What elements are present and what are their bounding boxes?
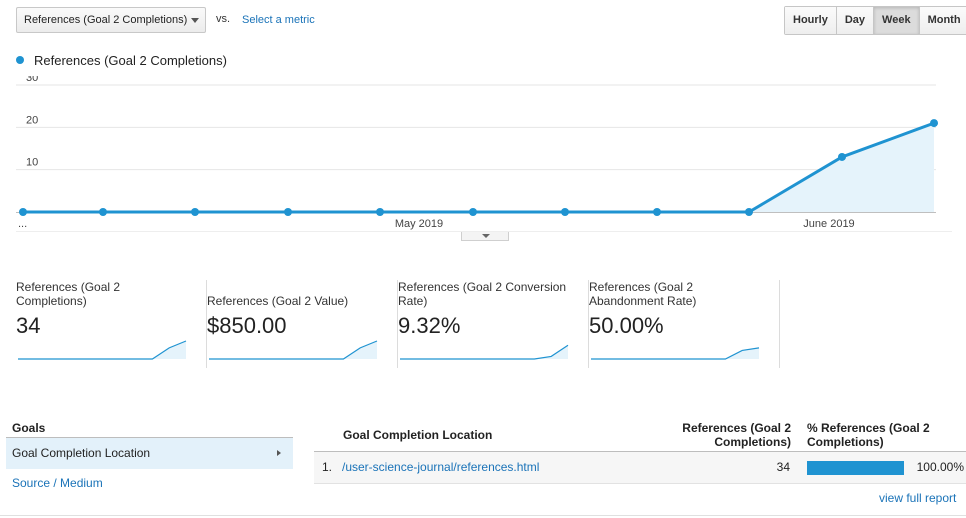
row-completions: 34 [776,460,790,474]
select-metric-link[interactable]: Select a metric [242,14,315,26]
divider [314,451,966,452]
pct-bar-fill [807,461,904,475]
sparkline-line [591,347,760,360]
legend-dot-icon [16,56,24,64]
goals-item-source-medium[interactable]: Source / Medium [12,476,103,490]
sparkline-area [209,341,377,359]
chevron-right-icon [277,450,281,456]
column-header-location[interactable]: Goal Completion Location [343,428,493,442]
series-area [23,123,934,212]
x-tick-label: June 2019 [803,218,854,230]
scorecard-label: References (Goal 2 Completions) [16,280,121,308]
data-point[interactable] [745,208,753,216]
data-point[interactable] [99,208,107,216]
scorecard-label: References (Goal 2 Value) [207,294,349,308]
sparkline-area [591,347,759,359]
goals-heading: Goals [12,421,46,435]
goals-item-label: Goal Completion Location [12,446,151,460]
period-month-button[interactable]: Month [919,7,966,34]
sparkline [18,340,187,360]
data-point[interactable] [191,208,199,216]
data-point[interactable] [376,208,384,216]
x-tick-label: May 2019 [395,218,443,230]
line-chart: 10 20 30... May 2019 June 2019 [16,76,952,232]
y-tick-label: 20 [26,114,38,126]
metric-select[interactable]: References (Goal 2 Completions) [16,7,206,33]
vs-label: vs. [216,13,231,25]
scorecard-abandonment-rate[interactable]: References (Goal 2 Abandonment Rate) 50.… [589,280,780,368]
sparkline [400,344,569,360]
scorecard-completions[interactable]: References (Goal 2 Completions) 34 [16,280,207,368]
y-tick-label: 30 [26,76,38,84]
chevron-down-icon [482,234,490,238]
period-hourly-button[interactable]: Hourly [785,7,837,34]
sparkline [209,340,378,360]
divider [6,437,293,438]
data-point[interactable] [469,208,477,216]
scorecard-conversion-rate[interactable]: References (Goal 2 Conversion Rate) 9.32… [398,280,589,368]
column-header-completions[interactable]: References (Goal 2 Completions) [682,421,791,449]
scorecard-label: References (Goal 2 Conversion Rate) [398,280,567,308]
sparkline-area [18,341,186,359]
sparkline-line [400,344,569,360]
row-pct: 100.00% [916,460,964,474]
data-point[interactable] [19,208,27,216]
y-tick-label: 10 [26,157,38,169]
sparkline [591,347,760,360]
data-point[interactable] [653,208,661,216]
scorecard-label: References (Goal 2 Abandonment Rate) [589,280,697,308]
column-header-pct-completions[interactable]: % References (Goal 2 Completions) [807,421,930,449]
chevron-down-icon [191,18,199,23]
data-point[interactable] [838,152,846,161]
scorecard-value: 50.00% [589,313,664,338]
period-toggle: Hourly Day Week Month [784,6,966,35]
sparkline-area [400,345,568,359]
scorecard-value-total[interactable]: References (Goal 2 Value) $850.00 [207,280,398,368]
scorecard-value: 34 [16,313,41,338]
scorecard-value: $850.00 [207,313,287,338]
data-point[interactable] [930,119,938,128]
scorecard-value: 9.32% [398,313,461,338]
legend-label: References (Goal 2 Completions) [34,53,227,68]
x-tick-label: ... [18,218,27,230]
view-full-report-link[interactable]: view full report [879,491,957,505]
chart-collapse-handle[interactable] [461,232,509,241]
period-day-button[interactable]: Day [836,7,875,34]
period-week-button[interactable]: Week [874,7,920,34]
pct-bar [807,461,904,475]
row-index: 1. [322,460,333,474]
sparkline-line [209,340,378,360]
data-point[interactable] [561,208,569,216]
metric-select-label: References (Goal 2 Completions) [24,14,188,26]
goals-item-completion-location[interactable]: Goal Completion Location [6,438,293,469]
divider [0,515,966,516]
data-point[interactable] [284,208,292,216]
row-location-link[interactable]: /user-science-journal/references.html [342,460,540,474]
sparkline-line [18,340,187,360]
